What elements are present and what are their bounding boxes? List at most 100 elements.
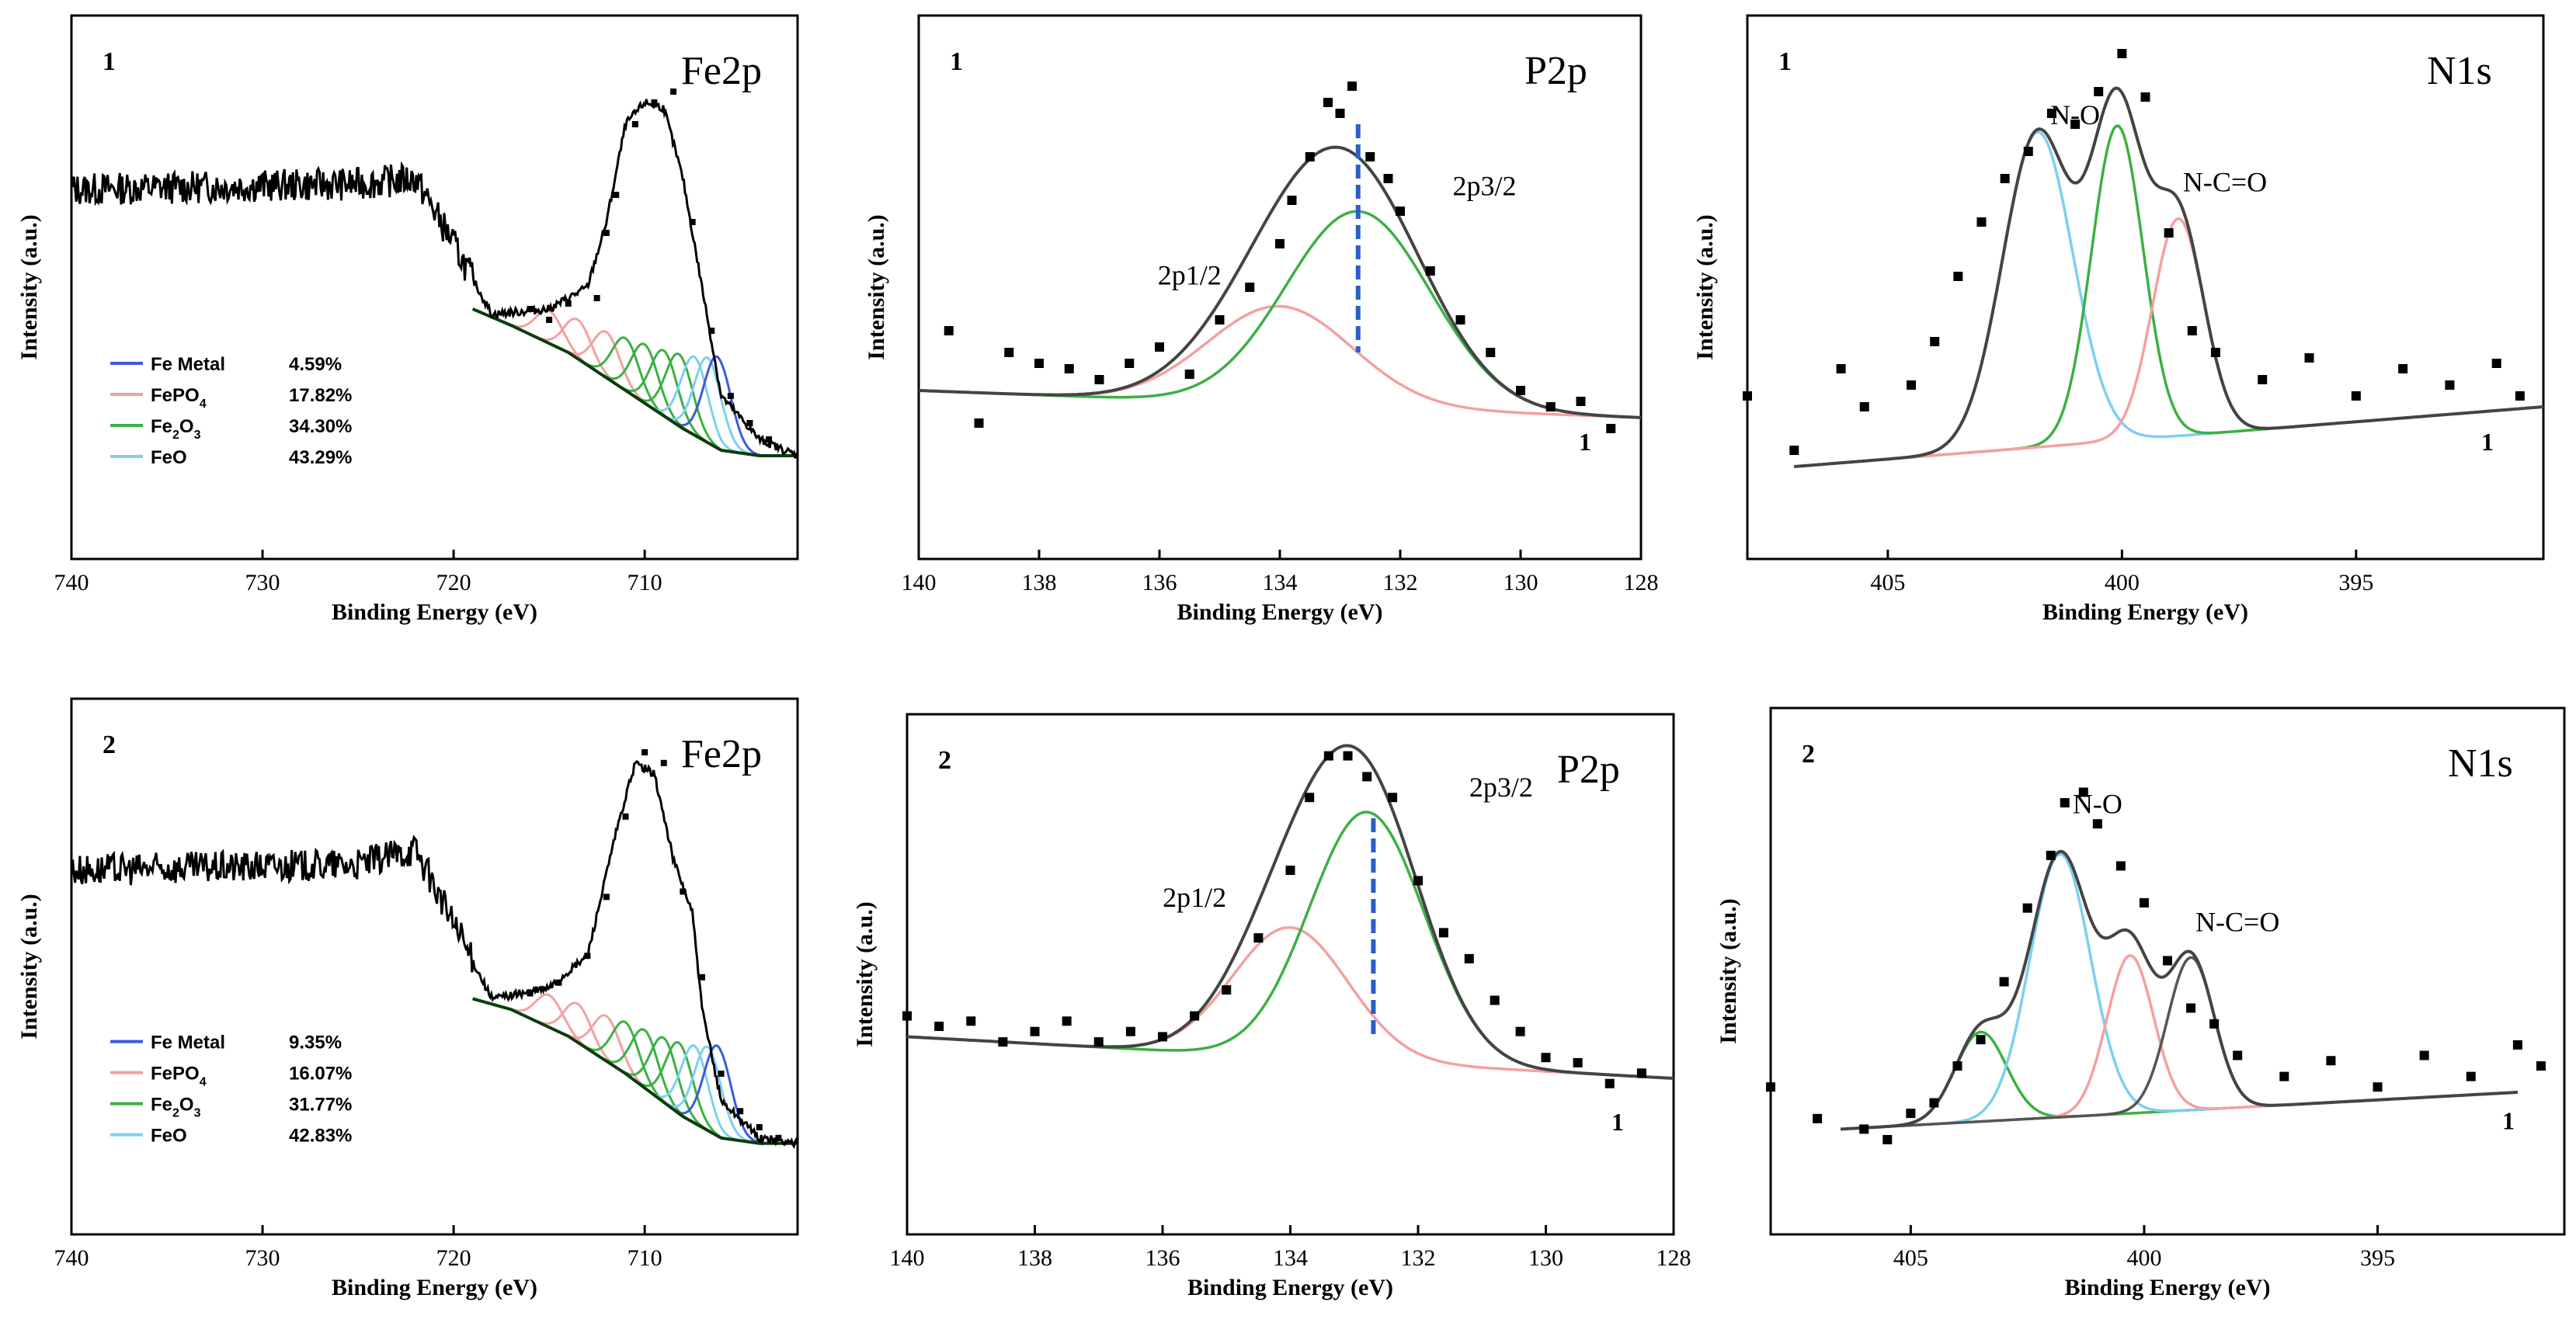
- data-point: [1438, 928, 1448, 938]
- data-point: [1383, 174, 1393, 183]
- data-point: [2351, 391, 2361, 401]
- data-point: [1064, 364, 1074, 373]
- panel-title: N1s: [2448, 741, 2513, 786]
- data-point: [1455, 315, 1465, 325]
- data-point: [934, 1022, 944, 1031]
- panel-p2p-1: 140 138 136 134 132 130 128 Binding Energy (eV)…: [864, 14, 1659, 625]
- data-point: [1976, 217, 1987, 227]
- legend-label: FePO4: [151, 1064, 207, 1089]
- data-point: [2373, 1082, 2383, 1092]
- data-point: [2491, 359, 2501, 368]
- x-axis-label: Binding Energy (eV): [2042, 599, 2248, 625]
- data-point: [1906, 1109, 1916, 1119]
- data-point: [2258, 375, 2268, 384]
- data-point: [1743, 391, 1752, 401]
- envelope-line: [906, 744, 1674, 1080]
- data-point: [756, 1124, 763, 1130]
- x-tick-label: 136: [1145, 1245, 1180, 1271]
- sample-label: 1: [950, 47, 963, 76]
- data-point: [2139, 897, 2149, 908]
- x-tick-label: 136: [1142, 570, 1177, 595]
- data-point: [1766, 1082, 1775, 1092]
- x-tick-label: 740: [54, 570, 89, 595]
- data-point: [2512, 1040, 2522, 1050]
- data-point: [708, 328, 715, 334]
- legend-label: FeO: [151, 447, 187, 468]
- data-point: [527, 990, 534, 997]
- y-axis-label: Intensity (a.u.): [852, 901, 878, 1047]
- data-point: [2279, 1071, 2289, 1081]
- data-point: [622, 813, 629, 820]
- data-point: [902, 1011, 912, 1021]
- data-point: [1606, 424, 1616, 433]
- data-point: [1285, 866, 1295, 875]
- panel-title: Fe2p: [681, 49, 762, 93]
- panel-n1s-1: 405 400 395 Binding Energy (eV) Intensity (a…: [1692, 14, 2545, 625]
- fit-component-line: [472, 997, 798, 1145]
- data-point: [2164, 228, 2174, 238]
- fit-component-line: [1794, 217, 2544, 468]
- data-point: [944, 326, 954, 335]
- x-tick-label: 138: [1022, 570, 1057, 595]
- data-point: [1125, 1026, 1135, 1036]
- data-point: [2536, 1061, 2546, 1071]
- data-point: [1215, 315, 1225, 325]
- background-line: [472, 997, 798, 1145]
- data-point: [631, 121, 638, 127]
- data-point: [2304, 353, 2314, 363]
- data-point: [1999, 977, 2009, 987]
- data-point: [2070, 120, 2081, 129]
- data-point: [1464, 953, 1474, 963]
- x-axis-label: Binding Energy (eV): [332, 1275, 537, 1300]
- data-point: [1882, 1134, 1893, 1144]
- peak-label: N-C=O: [2195, 906, 2279, 937]
- x-tick-label: 400: [2105, 570, 2140, 595]
- data-point: [1545, 402, 1556, 411]
- data-point: [2445, 380, 2455, 390]
- x-axis-label: Binding Energy (eV): [1187, 1275, 1393, 1300]
- data-point: [1222, 985, 1232, 995]
- data-point: [1859, 1124, 1869, 1134]
- legend-label: Fe2O3: [151, 416, 201, 442]
- data-point: [1158, 1032, 1167, 1042]
- fit-component-line: [472, 997, 798, 1145]
- fit-component-line: [472, 997, 798, 1145]
- data-point: [2398, 364, 2408, 373]
- y-axis-label: Intensity (a.u.): [1716, 898, 1741, 1044]
- legend-value: 4.59%: [289, 354, 342, 375]
- data-point: [2210, 348, 2220, 357]
- data-point: [593, 295, 600, 301]
- data-point: [1335, 109, 1345, 118]
- data-point: [1516, 386, 1525, 395]
- peak-label: N-O: [2073, 789, 2122, 820]
- x-tick-label: 395: [2360, 1245, 2395, 1271]
- data-point: [1184, 370, 1194, 379]
- data-point: [1907, 380, 1917, 390]
- data-point: [680, 888, 687, 895]
- panel-title: P2p: [1524, 49, 1587, 93]
- panel-fe2p-1: 740 730 720 710 Binding Energy (eV) Intensity…: [16, 14, 799, 625]
- data-point: [1155, 342, 1164, 352]
- data-point: [1425, 266, 1435, 276]
- x-tick-label: 405: [1870, 570, 1905, 595]
- data-point: [2163, 956, 2172, 966]
- data-point: [1305, 793, 1315, 803]
- data-point: [2060, 798, 2070, 808]
- envelope-line: [1841, 849, 2519, 1131]
- data-point: [1125, 359, 1135, 368]
- curve-number-label: 1: [2481, 428, 2494, 456]
- data-point: [1573, 1057, 1583, 1067]
- envelope-line: [1794, 86, 2544, 468]
- data-point: [2046, 850, 2056, 860]
- fit-component-line: [472, 997, 798, 1145]
- x-tick-label: 730: [245, 570, 280, 595]
- panel-fe2p-2: 740 730 720 710 Binding Energy (eV) Intensity…: [16, 697, 799, 1300]
- data-point: [1929, 1098, 1939, 1108]
- data-point: [1836, 364, 1846, 373]
- data-point: [1245, 283, 1255, 292]
- peak-label: 2p1/2: [1163, 882, 1226, 913]
- fit-component-line: [1841, 852, 2519, 1131]
- sample-label: 1: [103, 47, 116, 76]
- y-axis-label: Intensity (a.u.): [1692, 214, 1718, 360]
- x-axis-label: Binding Energy (eV): [2064, 1275, 2270, 1300]
